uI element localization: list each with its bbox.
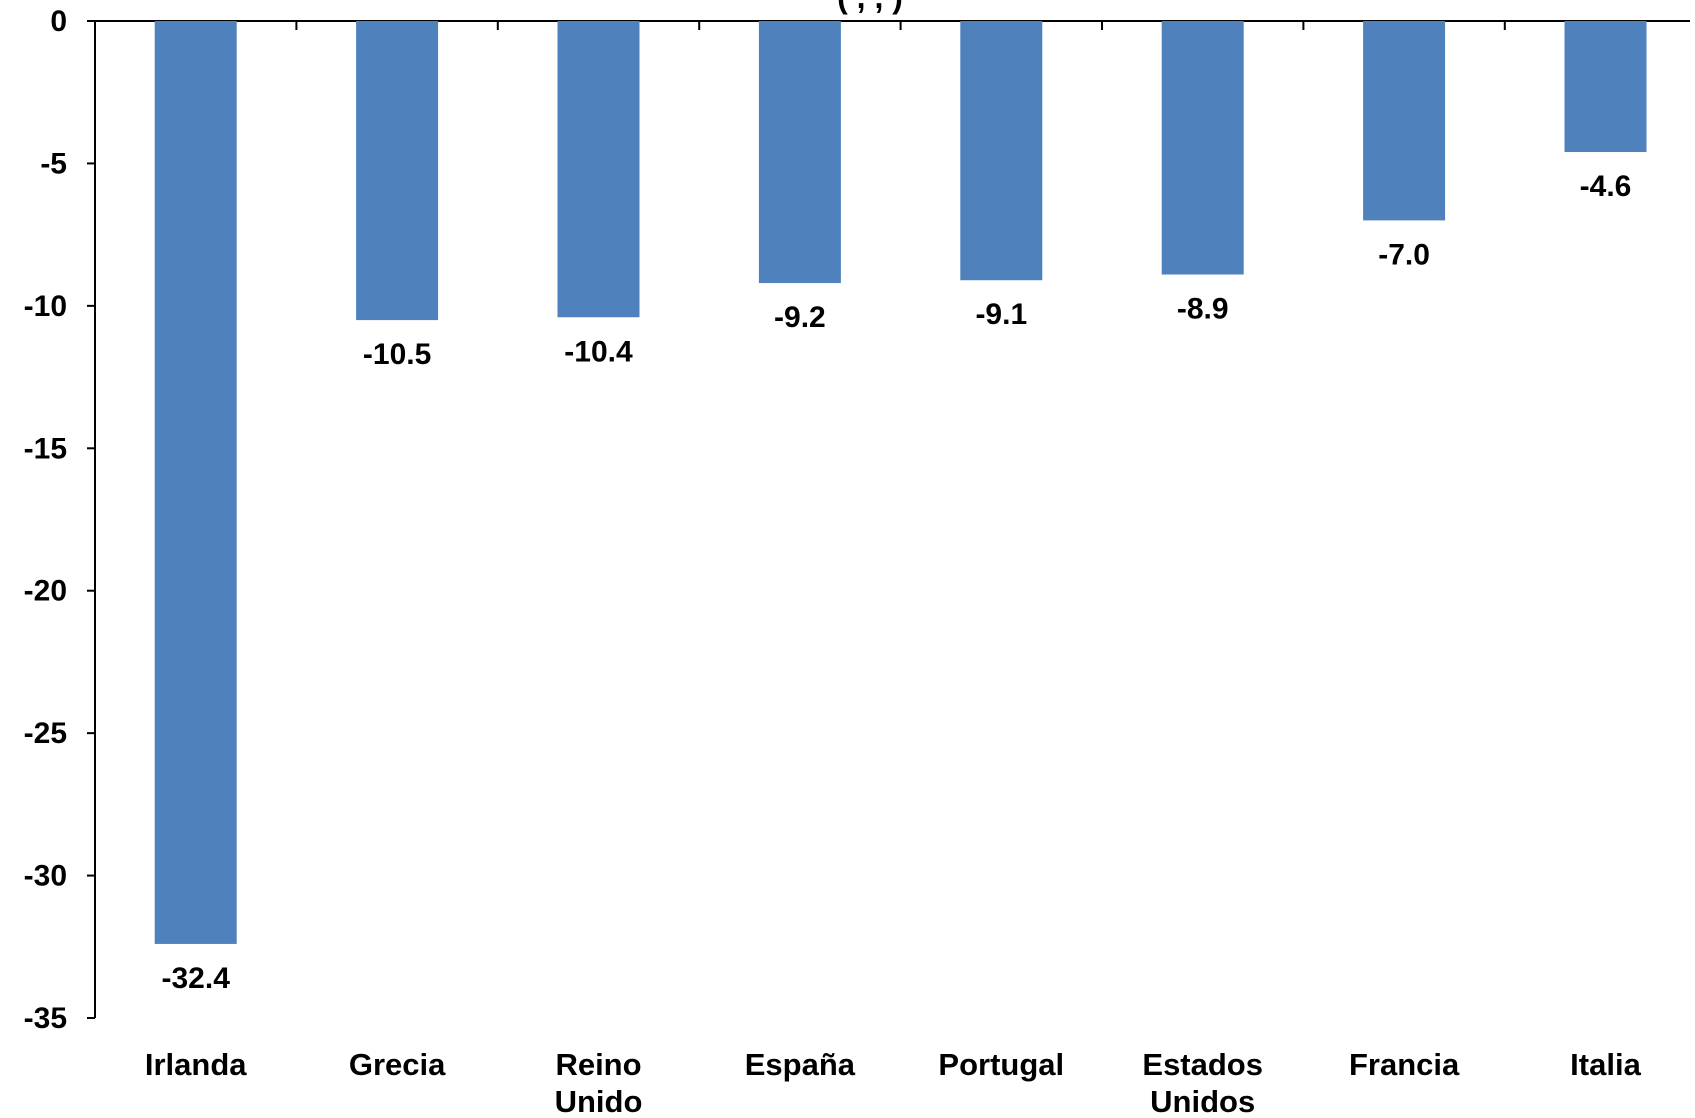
category-label: Irlanda — [145, 1047, 247, 1082]
y-tick-label: -15 — [24, 432, 67, 465]
data-label: -8.9 — [1177, 293, 1229, 326]
y-tick-label: -30 — [24, 860, 67, 893]
category-label: Italia — [1570, 1047, 1641, 1082]
bar — [356, 21, 439, 321]
y-tick-label: 0 — [50, 5, 67, 38]
data-label: -9.2 — [774, 301, 826, 334]
data-label: -32.4 — [162, 962, 231, 995]
bar — [758, 21, 841, 284]
data-label: -7.0 — [1378, 238, 1430, 271]
data-label: -9.1 — [975, 298, 1027, 331]
data-label: -10.5 — [363, 338, 431, 371]
bar — [154, 21, 237, 944]
y-axis: 0 -5 -10 -15 -20 -25 -30 -35 — [24, 5, 96, 1035]
category-label: Unidos — [1150, 1084, 1255, 1118]
bar — [1363, 21, 1446, 221]
category-label: Grecia — [349, 1047, 446, 1082]
category-label: Portugal — [938, 1047, 1064, 1082]
category-label: Reino — [555, 1047, 641, 1082]
bar — [1161, 21, 1244, 275]
category-label: España — [745, 1047, 856, 1082]
data-labels: -32.4 -10.5 -10.4 -9.2 -9.1 -8.9 -7.0 -4.6 — [162, 170, 1632, 995]
y-tick-label: -35 — [24, 1002, 67, 1035]
bar-series — [154, 21, 1647, 944]
category-label: Unido — [555, 1084, 643, 1118]
data-label: -10.4 — [564, 335, 633, 368]
bar — [557, 21, 640, 318]
x-axis — [94, 20, 1690, 30]
y-tick-label: -25 — [24, 717, 67, 750]
category-label: Estados — [1142, 1047, 1263, 1082]
bar — [960, 21, 1043, 281]
bar — [1564, 21, 1647, 153]
y-tick-label: -20 — [24, 575, 67, 608]
chart-title: ( , , ) — [837, 0, 903, 15]
category-label: Francia — [1349, 1047, 1460, 1082]
data-label: -4.6 — [1580, 170, 1632, 203]
y-tick-label: -10 — [24, 290, 67, 323]
y-tick-label: -5 — [40, 147, 67, 180]
